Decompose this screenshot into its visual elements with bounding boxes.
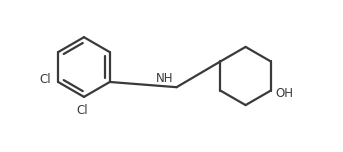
Text: OH: OH: [276, 87, 294, 100]
Text: NH: NH: [156, 72, 174, 85]
Text: Cl: Cl: [76, 104, 88, 117]
Text: Cl: Cl: [39, 73, 51, 86]
